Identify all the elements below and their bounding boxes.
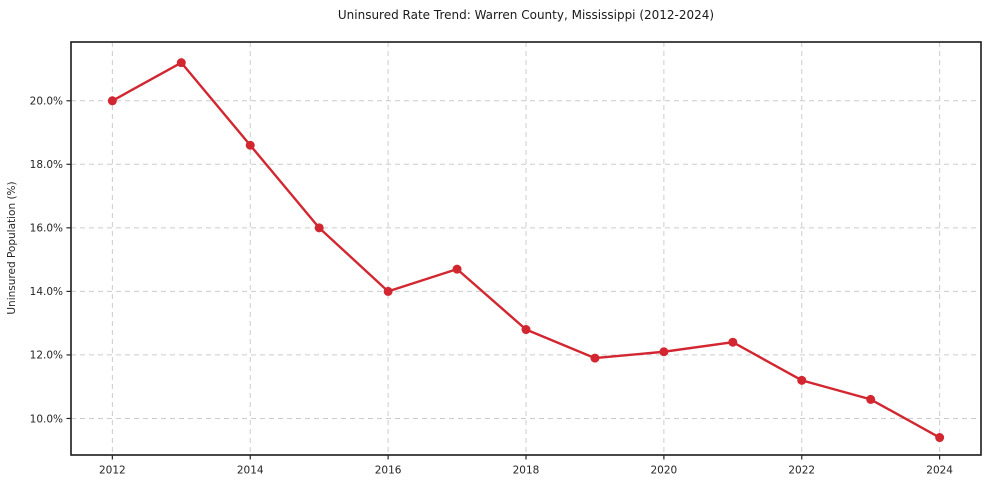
data-point-2024 [935,433,945,443]
y-axis-title: Uninsured Population (%) [6,181,18,314]
data-series-layer [107,58,945,443]
data-point-2017 [452,264,462,274]
data-point-2012 [107,96,117,106]
data-point-2016 [383,286,393,296]
x-tick-label: 2018 [513,465,540,477]
gridlines-layer [71,42,981,455]
y-tick-label: 18.0% [30,159,63,171]
data-point-2015 [314,223,324,233]
data-point-2023 [866,394,876,404]
data-point-2014 [245,140,255,150]
x-tick-label: 2012 [99,465,126,477]
data-point-2013 [176,58,186,68]
x-tick-label: 2020 [651,465,678,477]
x-tick-label: 2016 [375,465,402,477]
data-point-2018 [521,325,531,335]
x-tick-label: 2014 [237,465,264,477]
y-tick-label: 16.0% [30,223,63,235]
y-tick-label: 14.0% [30,286,63,298]
data-point-2020 [659,347,669,357]
y-tick-label: 12.0% [30,350,63,362]
y-tick-label: 10.0% [30,413,63,425]
x-tick-label: 2022 [788,465,815,477]
y-tick-label: 20.0% [30,96,63,108]
axes-layer: 2012 2014 2016 2018 2020 2022 2024 10.0% 12.0% 14… [30,41,982,477]
chart-title: Uninsured Rate Trend: Warren County, Mis… [337,8,715,22]
x-tick-label: 2024 [926,465,953,477]
data-point-2022 [797,375,807,385]
data-point-2019 [590,353,600,363]
data-point-2021 [728,337,738,347]
